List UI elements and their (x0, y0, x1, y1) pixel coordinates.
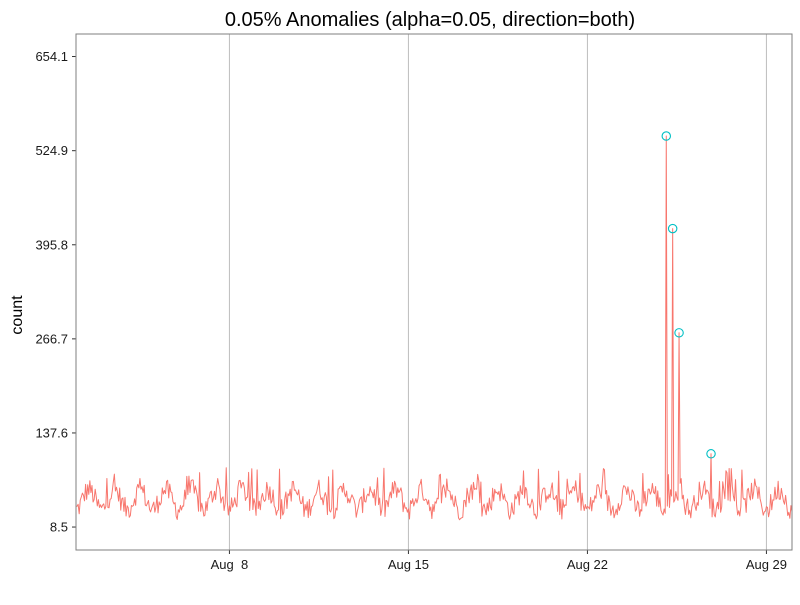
anomaly-point (667, 223, 678, 234)
anomaly-point (661, 131, 672, 141)
y-tick-label: 266.7 (35, 331, 68, 346)
x-tick-label: Aug 15 (388, 557, 429, 572)
y-tick-label: 395.8 (35, 237, 68, 252)
axis-layer: Aug 8 Aug 15 Aug 22 Aug 29 8.5 137.6 266.7 395.… (35, 33, 793, 572)
series-layer (75, 135, 793, 521)
y-axis-title: count (9, 295, 26, 335)
grid-layer (228, 34, 767, 550)
anomaly-point (674, 328, 684, 338)
plot-border (75, 33, 793, 551)
x-tick-label: Aug 22 (567, 557, 608, 572)
anomaly-layer (661, 131, 716, 459)
y-tick-label: 8.5 (50, 520, 68, 535)
anomaly-point (706, 449, 716, 459)
y-tick-label: 137.6 (35, 425, 68, 440)
x-tick-label: Aug 8 (211, 557, 249, 572)
series-line (75, 135, 793, 521)
x-tick-label: Aug 29 (746, 557, 787, 572)
y-tick-label: 654.1 (35, 49, 68, 64)
chart-title: 0.05% Anomalies (alpha=0.05, direction=b… (225, 9, 635, 31)
y-tick-label: 524.9 (35, 143, 68, 158)
